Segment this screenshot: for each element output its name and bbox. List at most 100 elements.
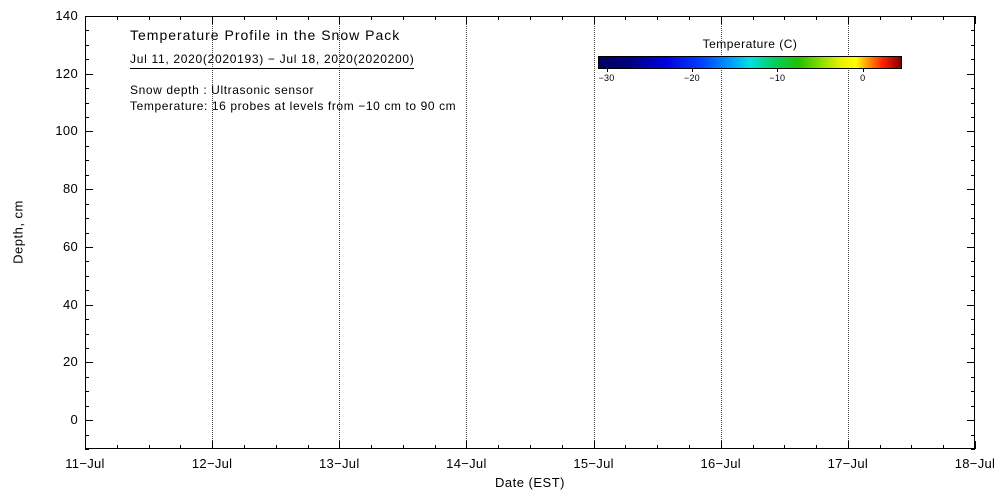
- x-minor-tick: [657, 16, 659, 20]
- gridline-vertical: [466, 16, 468, 449]
- x-major-tick: [85, 16, 86, 24]
- x-minor-tick: [784, 16, 786, 20]
- x-minor-tick: [402, 445, 404, 449]
- y-minor-tick: [85, 218, 89, 220]
- y-minor-tick: [85, 59, 89, 61]
- y-minor-tick: [85, 347, 89, 349]
- x-minor-tick: [530, 16, 531, 20]
- y-minor-tick: [971, 117, 975, 119]
- y-minor-tick: [85, 160, 89, 162]
- x-major-tick: [720, 441, 722, 449]
- colorbar-tick-label: 0: [860, 73, 866, 83]
- x-tick-label: 14−Jul: [446, 456, 487, 471]
- y-minor-tick: [85, 405, 89, 407]
- gridline-vertical: [339, 16, 341, 449]
- x-major-tick: [339, 16, 341, 24]
- x-minor-tick: [688, 445, 690, 449]
- colorbar-tick: [606, 69, 608, 72]
- x-major-tick: [466, 16, 468, 24]
- y-major-tick: [85, 362, 93, 364]
- y-major-tick: [85, 304, 93, 306]
- colorbar-tick-label: −20: [683, 73, 700, 83]
- y-minor-tick: [971, 434, 975, 436]
- annotation-snow-depth-sensor: Snow depth : Ultrasonic sensor: [130, 83, 315, 97]
- y-minor-tick: [971, 30, 975, 32]
- y-tick-label: 20: [62, 354, 78, 370]
- x-minor-tick: [879, 445, 881, 449]
- plot-area: [85, 16, 975, 449]
- y-minor-tick: [971, 347, 975, 349]
- x-tick-label: 17−Jul: [827, 456, 869, 471]
- y-minor-tick: [971, 333, 975, 335]
- y-minor-tick: [971, 88, 975, 90]
- x-minor-tick: [371, 16, 373, 20]
- y-minor-tick: [971, 391, 975, 393]
- y-major-tick: [967, 420, 975, 422]
- annotation-temperature-probes: Temperature: 16 probes at levels from −1…: [130, 99, 457, 113]
- x-minor-tick: [116, 445, 118, 449]
- y-minor-tick: [971, 290, 975, 292]
- y-minor-tick: [85, 117, 89, 119]
- y-minor-tick: [85, 290, 89, 292]
- x-minor-tick: [275, 445, 277, 449]
- chart-subtitle: Jul 11, 2020(2020193) − Jul 18, 2020(202…: [130, 52, 415, 69]
- x-minor-tick: [752, 445, 754, 449]
- x-minor-tick: [148, 16, 150, 20]
- x-major-tick: [212, 16, 214, 24]
- y-minor-tick: [971, 203, 975, 205]
- x-major-tick: [212, 441, 214, 449]
- y-major-tick: [85, 73, 93, 75]
- y-tick-label: 40: [62, 296, 78, 312]
- y-major-tick: [967, 246, 975, 248]
- x-minor-tick: [688, 16, 690, 20]
- x-minor-tick: [434, 445, 436, 449]
- x-minor-tick: [275, 16, 277, 20]
- colorbar-label: Temperature (C): [702, 37, 798, 51]
- x-minor-tick: [816, 445, 818, 449]
- y-minor-tick: [85, 376, 89, 378]
- y-minor-tick: [971, 376, 975, 378]
- y-minor-tick: [971, 218, 975, 220]
- x-minor-tick: [243, 16, 245, 20]
- y-tick-label: 100: [55, 123, 78, 139]
- y-minor-tick: [971, 174, 975, 176]
- colorbar-tick-label: −30: [598, 73, 615, 83]
- x-minor-tick: [402, 16, 404, 20]
- y-tick-label: 120: [55, 65, 78, 81]
- colorbar-tick: [691, 69, 693, 72]
- x-minor-tick: [180, 16, 182, 20]
- x-minor-tick: [148, 445, 150, 449]
- x-minor-tick: [307, 445, 309, 449]
- x-minor-tick: [180, 445, 182, 449]
- y-minor-tick: [85, 174, 89, 176]
- y-major-tick: [85, 16, 93, 17]
- y-major-tick: [85, 420, 93, 422]
- x-minor-tick: [116, 16, 118, 20]
- x-major-tick: [720, 16, 722, 24]
- gridline-vertical: [847, 16, 849, 449]
- y-major-tick: [85, 246, 93, 248]
- y-major-tick: [967, 189, 975, 191]
- x-minor-tick: [498, 445, 500, 449]
- x-minor-tick: [625, 445, 627, 449]
- y-minor-tick: [85, 30, 89, 32]
- y-minor-tick: [971, 232, 975, 234]
- x-tick-label: 15−Jul: [573, 456, 614, 471]
- x-minor-tick: [943, 16, 945, 20]
- x-minor-tick: [943, 445, 945, 449]
- y-minor-tick: [85, 434, 89, 436]
- y-minor-tick: [85, 319, 89, 321]
- y-major-tick: [967, 73, 975, 75]
- x-minor-tick: [561, 16, 563, 20]
- y-minor-tick: [85, 145, 89, 147]
- x-major-tick: [466, 441, 468, 449]
- y-minor-tick: [85, 203, 89, 205]
- x-tick-label: 12−Jul: [191, 456, 233, 471]
- x-minor-tick: [911, 16, 913, 20]
- x-minor-tick: [530, 445, 531, 449]
- y-major-tick: [85, 189, 93, 191]
- y-tick-label: 0: [70, 412, 78, 428]
- y-minor-tick: [85, 449, 89, 450]
- y-major-tick: [967, 362, 975, 364]
